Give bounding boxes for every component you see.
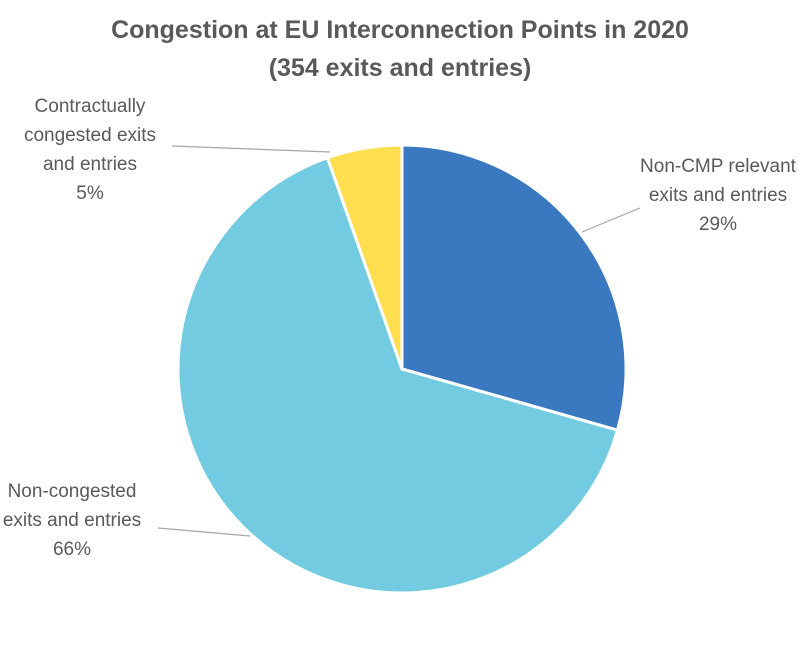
slice-label-3-line-2: congested exits [24,125,156,146]
slice-label-3-line-3: and entries [43,154,137,175]
pie-slice-2 [176,156,619,595]
leader-line-1 [581,207,641,233]
leader-line-3 [171,145,331,153]
chart-title: Congestion at EU Interconnection Points … [111,16,689,44]
slice-label-2-line-2: exits and entries [3,510,141,531]
slice-labels: Non-CMP relevant exits and entries 29% Non-… [3,96,797,560]
slice-percent-label-1: 29% [699,214,737,235]
pie-slices [176,143,628,595]
slice-label-2-line-1: Non-congested [8,481,137,502]
pie-slice-1 [400,143,628,432]
slice-percent-label-2: 66% [53,539,91,560]
leader-lines [157,145,641,537]
leader-line-2 [157,527,251,537]
slice-percent-label-3: 5% [76,183,104,204]
slice-label-1-line-2: exits and entries [649,185,787,206]
slice-label-1-line-1: Non-CMP relevant [640,156,797,177]
chart-subtitle: (354 exits and entries) [269,54,532,82]
pie-slice-3 [325,143,404,371]
slice-label-3-line-1: Contractually [35,96,146,117]
